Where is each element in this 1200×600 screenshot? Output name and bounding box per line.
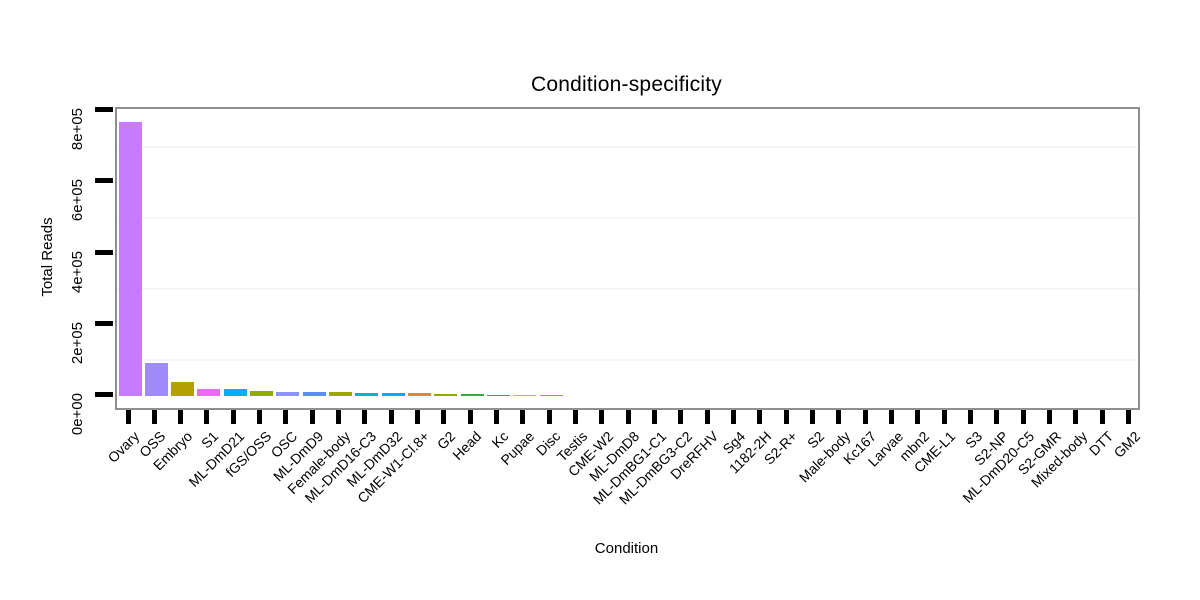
y-axis-tick bbox=[95, 392, 113, 397]
y-axis-tick bbox=[95, 107, 113, 112]
x-axis-title: Condition bbox=[594, 540, 659, 557]
bar-ml-dmd21 bbox=[223, 389, 247, 396]
x-axis-tick bbox=[731, 410, 737, 424]
x-axis-tick bbox=[862, 410, 868, 424]
x-axis-tick bbox=[178, 410, 184, 424]
bar-fgs-oss bbox=[250, 390, 274, 396]
x-axis-tick bbox=[704, 410, 710, 424]
x-axis-tick bbox=[625, 410, 631, 424]
x-axis-tick bbox=[283, 410, 289, 424]
y-axis-tick bbox=[95, 178, 113, 184]
bar-pupae bbox=[513, 394, 537, 396]
bar-disc bbox=[539, 394, 563, 396]
x-axis-tick bbox=[599, 410, 605, 424]
bar-embryo bbox=[171, 382, 195, 396]
bar-osc bbox=[276, 391, 300, 396]
x-axis-tick bbox=[889, 410, 895, 424]
x-axis-tick bbox=[573, 410, 579, 424]
y-axis-tick bbox=[95, 320, 113, 326]
x-axis-tick bbox=[1047, 410, 1053, 424]
chart-title: Condition-specificity bbox=[531, 73, 722, 96]
y-tick-label: 4e+05 bbox=[69, 250, 86, 293]
x-axis-tick bbox=[652, 410, 658, 424]
minor-gridline bbox=[117, 288, 1138, 291]
bar-g2 bbox=[434, 394, 458, 396]
x-axis-tick bbox=[1073, 410, 1079, 424]
x-axis-tick bbox=[362, 410, 368, 424]
y-tick-label: 8e+05 bbox=[69, 108, 86, 151]
x-axis-tick bbox=[441, 410, 447, 424]
x-axis-tick bbox=[546, 410, 552, 424]
x-axis-tick bbox=[678, 410, 684, 424]
minor-gridline bbox=[117, 359, 1138, 362]
y-tick-label: 0e+00 bbox=[69, 393, 86, 436]
x-axis-tick bbox=[520, 410, 526, 424]
y-tick-label: 2e+05 bbox=[69, 321, 86, 364]
bar-oss bbox=[144, 363, 168, 396]
x-axis-tick bbox=[336, 410, 342, 424]
x-axis-tick bbox=[151, 410, 157, 424]
bar-ml-dmd32 bbox=[381, 392, 405, 396]
x-axis-tick bbox=[388, 410, 394, 424]
minor-gridline bbox=[117, 216, 1138, 219]
bar-ml-dmd9 bbox=[302, 391, 326, 396]
x-axis-tick bbox=[1099, 410, 1105, 424]
x-axis-tick bbox=[230, 410, 236, 424]
x-axis-tick bbox=[757, 410, 763, 424]
x-axis-tick bbox=[1126, 410, 1132, 424]
x-axis-tick bbox=[494, 410, 500, 424]
x-axis-tick bbox=[968, 410, 974, 424]
x-axis-tick bbox=[309, 410, 315, 424]
bar-head bbox=[460, 394, 484, 396]
bar-kc bbox=[487, 394, 511, 396]
minor-gridline bbox=[117, 145, 1138, 148]
x-axis-tick bbox=[204, 410, 210, 424]
bar-s1 bbox=[197, 388, 221, 396]
x-axis-tick bbox=[810, 410, 816, 424]
x-axis-tick bbox=[994, 410, 1000, 424]
x-axis-tick bbox=[915, 410, 921, 424]
x-axis-tick bbox=[257, 410, 263, 424]
x-axis-tick bbox=[836, 410, 842, 424]
bar-cme-w1-cl-8 bbox=[408, 393, 432, 396]
x-axis-tick bbox=[415, 410, 421, 424]
plot-panel bbox=[115, 107, 1140, 410]
x-axis-tick bbox=[783, 410, 789, 424]
x-axis-tick bbox=[1020, 410, 1026, 424]
y-axis-title: Total Reads bbox=[39, 217, 56, 297]
bar-ovary bbox=[118, 122, 142, 396]
y-tick-label: 6e+05 bbox=[69, 179, 86, 222]
x-axis-tick bbox=[941, 410, 947, 424]
x-axis-tick bbox=[467, 410, 473, 424]
x-axis-tick bbox=[125, 410, 131, 424]
bar-ml-dmd16-c3 bbox=[355, 392, 379, 396]
y-axis-tick bbox=[95, 249, 113, 255]
bar-female-body bbox=[329, 391, 353, 396]
